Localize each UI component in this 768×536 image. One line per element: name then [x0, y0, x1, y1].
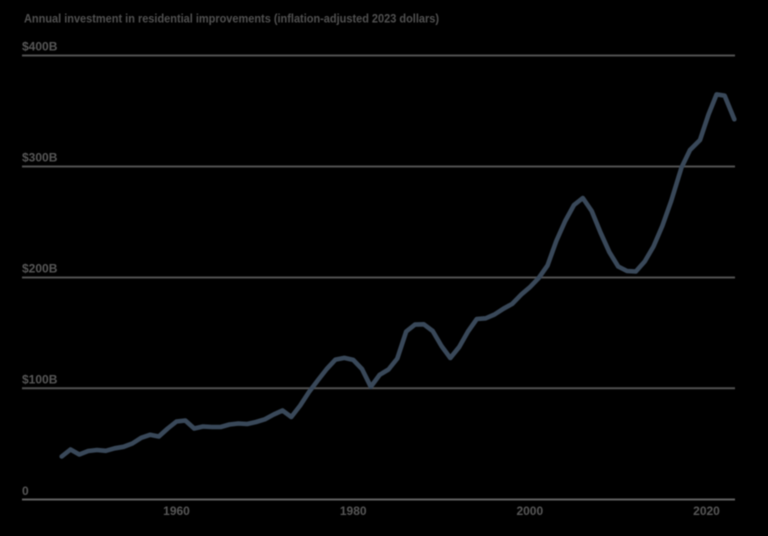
svg-text:2020: 2020	[693, 504, 720, 518]
svg-text:$400B: $400B	[22, 40, 58, 54]
svg-text:1960: 1960	[163, 504, 190, 518]
svg-text:Annual investment in residenti: Annual investment in residential improve…	[24, 14, 439, 26]
svg-text:$200B: $200B	[22, 262, 58, 276]
svg-text:$100B: $100B	[22, 373, 58, 387]
svg-text:0: 0	[22, 484, 29, 498]
svg-text:$300B: $300B	[22, 151, 58, 165]
svg-text:2000: 2000	[516, 504, 543, 518]
svg-text:1980: 1980	[340, 504, 367, 518]
